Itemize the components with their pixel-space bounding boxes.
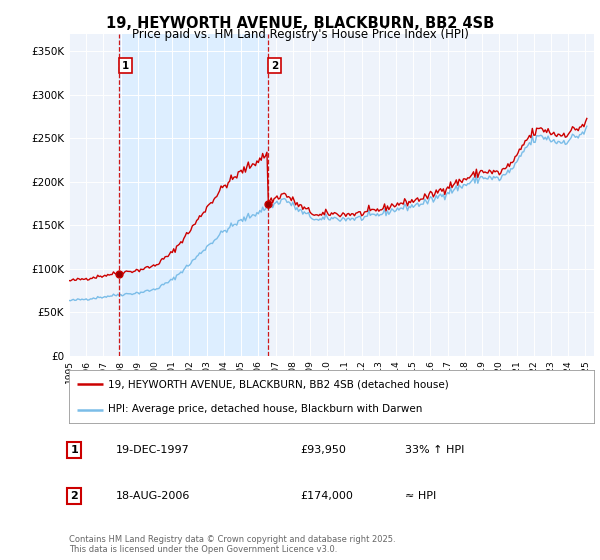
Text: 19, HEYWORTH AVENUE, BLACKBURN, BB2 4SB (detached house): 19, HEYWORTH AVENUE, BLACKBURN, BB2 4SB …: [109, 380, 449, 390]
Text: Contains HM Land Registry data © Crown copyright and database right 2025.
This d: Contains HM Land Registry data © Crown c…: [69, 535, 395, 554]
Text: £93,950: £93,950: [300, 445, 346, 455]
Text: Price paid vs. HM Land Registry's House Price Index (HPI): Price paid vs. HM Land Registry's House …: [131, 28, 469, 41]
Text: ≈ HPI: ≈ HPI: [405, 491, 436, 501]
Text: 19-DEC-1997: 19-DEC-1997: [116, 445, 190, 455]
Text: 2: 2: [271, 61, 278, 71]
Text: £174,000: £174,000: [300, 491, 353, 501]
Text: 1: 1: [122, 61, 129, 71]
Text: HPI: Average price, detached house, Blackburn with Darwen: HPI: Average price, detached house, Blac…: [109, 404, 423, 414]
Text: 2: 2: [70, 491, 78, 501]
Text: 18-AUG-2006: 18-AUG-2006: [116, 491, 191, 501]
Text: 1: 1: [70, 445, 78, 455]
Text: 33% ↑ HPI: 33% ↑ HPI: [405, 445, 464, 455]
Text: 19, HEYWORTH AVENUE, BLACKBURN, BB2 4SB: 19, HEYWORTH AVENUE, BLACKBURN, BB2 4SB: [106, 16, 494, 31]
Bar: [119, 34, 268, 356]
